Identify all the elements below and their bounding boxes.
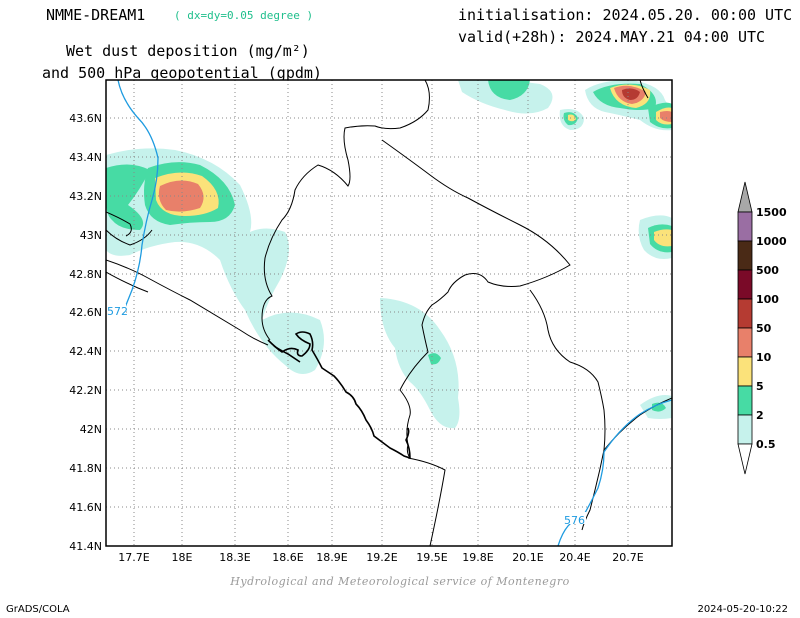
legend-box-100 xyxy=(737,298,753,329)
lat-label: 42.4N xyxy=(69,345,102,358)
lat-label: 42.8N xyxy=(69,268,102,281)
resolution-label: ( dx=dy=0.05 degree ) xyxy=(174,9,314,22)
legend-label: 50 xyxy=(756,322,772,335)
legend-under-arrow xyxy=(737,443,753,475)
legend-label: 0.5 xyxy=(756,438,776,451)
lon-label: 20.4E xyxy=(559,551,590,564)
legend-box-10 xyxy=(737,356,753,387)
lon-label: 18.9E xyxy=(316,551,347,564)
deposition-field-50 xyxy=(622,88,640,100)
latitude-axis: 43.6N 43.4N 43.2N 43N 42.8N 42.6N 42.4N … xyxy=(69,112,102,553)
legend-box-2 xyxy=(737,414,753,445)
lon-label: 19.8E xyxy=(462,551,493,564)
map-frame xyxy=(105,79,673,547)
coastline xyxy=(267,331,411,460)
valid-time: valid(+28h): 2024.MAY.21 04:00 UTC xyxy=(458,28,766,46)
lat-label: 43.6N xyxy=(69,112,102,125)
lat-label: 43.4N xyxy=(69,151,102,164)
variable-title-line1: Wet dust deposition (mg/m²) xyxy=(66,42,310,60)
lon-label: 17.7E xyxy=(118,551,149,564)
footer-timestamp: 2024-05-20-10:22 xyxy=(697,604,788,615)
longitude-axis: 17.7E 18E 18.3E 18.6E 18.9E 19.2E 19.5E … xyxy=(118,551,643,564)
lon-label: 20.7E xyxy=(612,551,643,564)
legend-box-50 xyxy=(737,327,753,358)
lat-label: 41.8N xyxy=(69,462,102,475)
legend-label: 1500 xyxy=(756,206,787,219)
init-time: initialisation: 2024.05.20. 00:00 UTC xyxy=(458,6,793,24)
lon-label: 18.6E xyxy=(272,551,303,564)
lat-label: 41.4N xyxy=(69,540,102,553)
color-legend xyxy=(737,181,753,475)
footer-software: GrADS/COLA xyxy=(6,604,70,615)
legend-labels: 1500 1000 500 100 50 10 5 2 0.5 xyxy=(756,206,787,451)
legend-box-1000 xyxy=(737,240,753,271)
lon-label: 19.5E xyxy=(416,551,447,564)
legend-label: 5 xyxy=(756,380,764,393)
lat-label: 43N xyxy=(80,229,102,242)
lat-label: 42.2N xyxy=(69,384,102,397)
legend-box-500 xyxy=(737,269,753,300)
legend-box-5 xyxy=(737,385,753,416)
variable-title-line2: and 500 hPa geopotential (gpdm) xyxy=(42,64,322,82)
legend-label: 100 xyxy=(756,293,779,306)
lat-label: 42N xyxy=(80,423,102,436)
lat-label: 42.6N xyxy=(69,306,102,319)
contour-label-576: 576 xyxy=(564,514,585,527)
lat-label: 41.6N xyxy=(69,501,102,514)
contour-label-572: 572 xyxy=(107,305,128,318)
legend-box-1500 xyxy=(737,211,753,242)
lon-label: 18E xyxy=(172,551,193,564)
lon-label: 18.3E xyxy=(219,551,250,564)
lon-label: 19.2E xyxy=(366,551,397,564)
gridlines xyxy=(106,80,672,546)
legend-label: 500 xyxy=(756,264,779,277)
model-title: NMME-DREAM1 xyxy=(46,6,146,24)
legend-label: 1000 xyxy=(756,235,787,248)
legend-label: 10 xyxy=(756,351,772,364)
map-area: 572 576 xyxy=(106,80,672,546)
credit-line: Hydrological and Meteorological service … xyxy=(230,575,570,588)
lat-label: 43.2N xyxy=(69,190,102,203)
legend-label: 2 xyxy=(756,409,764,422)
legend-over-arrow xyxy=(737,181,753,213)
lon-label: 20.1E xyxy=(512,551,543,564)
